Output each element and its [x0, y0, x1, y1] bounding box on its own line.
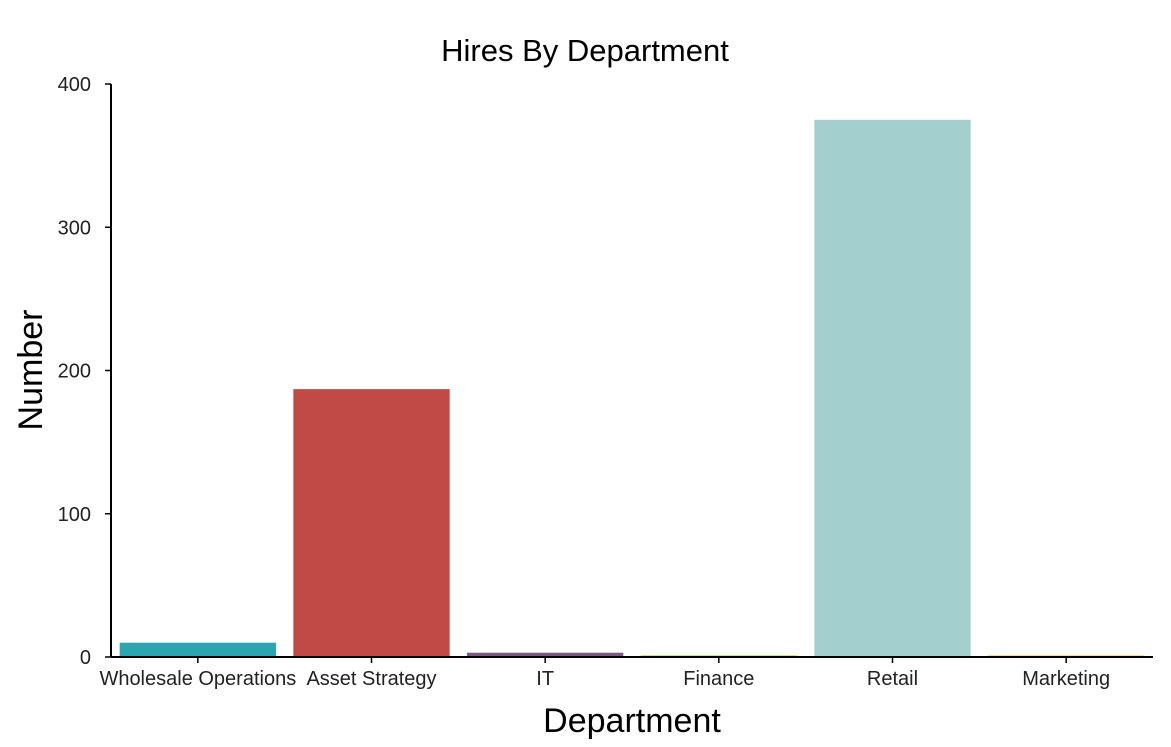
- bar-wholesale-operations: [119, 642, 276, 657]
- y-axis: 0 100 200 300 400: [58, 74, 112, 669]
- bar-retail: [814, 119, 971, 657]
- y-tick-label: 400: [58, 74, 91, 96]
- x-axis: Wholesale Operations Asset Strategy IT Fina…: [99, 656, 1153, 690]
- y-tick-label: 0: [80, 647, 91, 669]
- x-tick-label: Wholesale Operations: [99, 668, 296, 690]
- bars-group: [119, 119, 1145, 657]
- y-tick-label: 100: [58, 504, 91, 526]
- x-tick-label: Finance: [683, 668, 754, 690]
- bar-it: [467, 652, 624, 657]
- y-tick-label: 200: [58, 361, 91, 383]
- chart-title: Hires By Department: [441, 33, 729, 68]
- y-tick-label: 300: [58, 217, 91, 239]
- bar-asset-strategy: [293, 389, 450, 657]
- y-axis-label: Number: [12, 310, 50, 431]
- x-tick-label: Asset Strategy: [306, 668, 436, 690]
- x-axis-label: Department: [543, 702, 721, 740]
- x-tick-label: Marketing: [1022, 668, 1110, 690]
- x-tick-label: IT: [536, 668, 554, 690]
- x-tick-label: Retail: [867, 668, 918, 690]
